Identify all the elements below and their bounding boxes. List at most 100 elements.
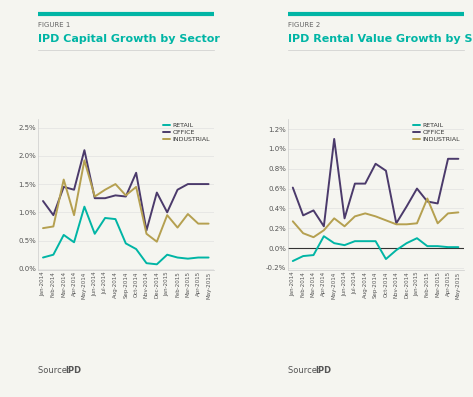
RETAIL <box>133 247 139 251</box>
OFFICE <box>81 148 87 152</box>
INDUSTRIAL <box>394 222 399 227</box>
Text: Source:: Source: <box>38 366 72 375</box>
OFFICE <box>383 168 389 173</box>
RETAIL <box>61 233 67 237</box>
OFFICE <box>144 228 149 233</box>
OFFICE <box>71 187 77 192</box>
OFFICE <box>424 199 430 204</box>
RETAIL <box>92 231 97 236</box>
INDUSTRIAL <box>300 231 306 236</box>
INDUSTRIAL <box>362 211 368 216</box>
INDUSTRIAL <box>195 221 201 226</box>
OFFICE <box>311 208 316 213</box>
Text: IPD Rental Value Growth by Sector: IPD Rental Value Growth by Sector <box>288 34 473 44</box>
OFFICE <box>362 181 368 186</box>
INDUSTRIAL <box>164 213 170 218</box>
INDUSTRIAL <box>435 221 440 225</box>
INDUSTRIAL <box>404 222 410 227</box>
RETAIL <box>290 259 296 264</box>
Text: FIGURE 2: FIGURE 2 <box>288 22 320 28</box>
INDUSTRIAL <box>352 214 358 219</box>
INDUSTRIAL <box>290 219 296 224</box>
INDUSTRIAL <box>154 239 160 244</box>
RETAIL <box>383 256 389 261</box>
OFFICE <box>352 181 358 186</box>
OFFICE <box>133 170 139 175</box>
RETAIL <box>123 241 129 246</box>
RETAIL <box>332 241 337 245</box>
OFFICE <box>290 185 296 190</box>
RETAIL <box>185 256 191 261</box>
Legend: RETAIL, OFFICE, INDUSTRIAL: RETAIL, OFFICE, INDUSTRIAL <box>412 122 460 143</box>
OFFICE <box>332 137 337 141</box>
OFFICE <box>445 156 451 161</box>
Legend: RETAIL, OFFICE, INDUSTRIAL: RETAIL, OFFICE, INDUSTRIAL <box>162 122 210 143</box>
OFFICE <box>164 210 170 215</box>
INDUSTRIAL <box>445 211 451 216</box>
Text: IPD Capital Growth by Sector: IPD Capital Growth by Sector <box>38 34 220 44</box>
RETAIL <box>311 252 316 257</box>
OFFICE <box>373 162 378 166</box>
RETAIL <box>414 236 420 241</box>
OFFICE <box>40 198 46 203</box>
OFFICE <box>61 185 67 189</box>
INDUSTRIAL <box>342 224 347 229</box>
RETAIL <box>404 241 410 245</box>
INDUSTRIAL <box>71 213 77 218</box>
OFFICE <box>342 216 347 221</box>
INDUSTRIAL <box>61 177 67 182</box>
INDUSTRIAL <box>175 225 180 230</box>
RETAIL <box>362 239 368 244</box>
RETAIL <box>164 252 170 257</box>
RETAIL <box>51 252 56 257</box>
OFFICE <box>123 194 129 199</box>
INDUSTRIAL <box>332 216 337 221</box>
OFFICE <box>175 187 180 192</box>
OFFICE <box>321 224 327 229</box>
RETAIL <box>445 245 451 250</box>
INDUSTRIAL <box>133 185 139 189</box>
RETAIL <box>352 239 358 244</box>
RETAIL <box>435 244 440 249</box>
OFFICE <box>195 182 201 187</box>
Line: INDUSTRIAL: INDUSTRIAL <box>293 198 458 237</box>
RETAIL <box>71 240 77 245</box>
Text: IPD: IPD <box>315 366 331 375</box>
INDUSTRIAL <box>311 235 316 240</box>
INDUSTRIAL <box>123 193 129 198</box>
RETAIL <box>195 255 201 260</box>
INDUSTRIAL <box>373 214 378 219</box>
INDUSTRIAL <box>144 231 149 236</box>
INDUSTRIAL <box>455 210 461 215</box>
OFFICE <box>102 196 108 200</box>
INDUSTRIAL <box>414 221 420 225</box>
OFFICE <box>154 190 160 195</box>
INDUSTRIAL <box>113 182 118 187</box>
RETAIL <box>455 245 461 250</box>
RETAIL <box>394 248 399 252</box>
RETAIL <box>81 204 87 209</box>
RETAIL <box>300 254 306 258</box>
OFFICE <box>394 221 399 225</box>
INDUSTRIAL <box>40 226 46 231</box>
OFFICE <box>185 182 191 187</box>
RETAIL <box>175 255 180 260</box>
RETAIL <box>342 243 347 248</box>
Line: OFFICE: OFFICE <box>43 150 209 230</box>
OFFICE <box>92 196 97 200</box>
INDUSTRIAL <box>321 228 327 233</box>
Text: FIGURE 1: FIGURE 1 <box>38 22 70 28</box>
OFFICE <box>206 182 211 187</box>
Line: RETAIL: RETAIL <box>293 236 458 261</box>
Line: INDUSTRIAL: INDUSTRIAL <box>43 160 209 242</box>
INDUSTRIAL <box>206 221 211 226</box>
RETAIL <box>206 255 211 260</box>
INDUSTRIAL <box>81 158 87 163</box>
RETAIL <box>144 261 149 266</box>
INDUSTRIAL <box>383 218 389 223</box>
OFFICE <box>455 156 461 161</box>
Line: OFFICE: OFFICE <box>293 139 458 226</box>
Text: IPD: IPD <box>65 366 81 375</box>
INDUSTRIAL <box>102 187 108 192</box>
OFFICE <box>414 186 420 191</box>
